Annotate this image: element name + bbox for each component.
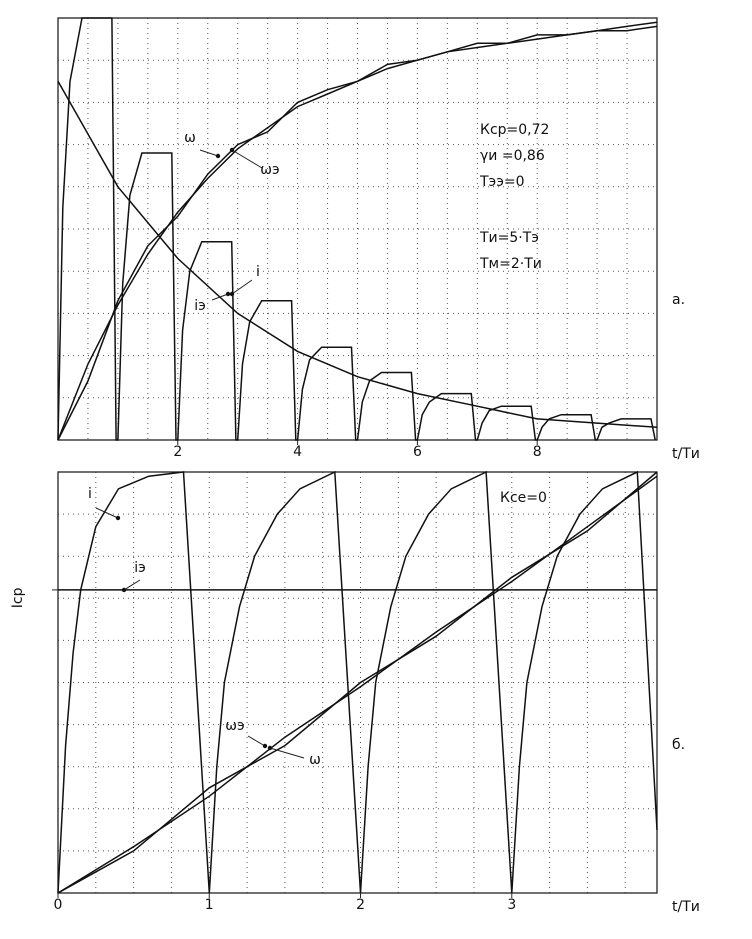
curve-label: iэ [134, 560, 146, 576]
curve-label: ωэ [260, 162, 279, 178]
x-tick-label: 3 [507, 897, 516, 913]
curve-label: i [256, 264, 260, 280]
leader-dot [229, 291, 235, 297]
parameter: Ти=5·Тэ [479, 230, 539, 246]
curve-label: ω [184, 130, 196, 146]
curve-label: ω [309, 752, 321, 768]
parameter: Тээ=0 [479, 174, 525, 190]
curve [57, 471, 658, 894]
leader-dot [115, 515, 121, 521]
x-tick-label: 2 [356, 897, 365, 913]
x-tick-label: 2 [173, 444, 182, 460]
curve-label: iэ [194, 298, 206, 314]
leader-dot [267, 745, 273, 751]
x-axis-label: t/Tи [672, 899, 700, 915]
plot-frame [57, 471, 658, 894]
parameter: Ксе=0 [500, 490, 547, 506]
x-tick-label: 0 [54, 897, 63, 913]
x-axis-label: t/Tи [672, 446, 700, 462]
x-tick-label: 4 [293, 444, 302, 460]
parameter: Тм=2·Ти [479, 256, 542, 272]
leader-dot [262, 743, 268, 749]
panel-label: б. [672, 737, 685, 753]
leader-line [269, 747, 305, 759]
curve [57, 17, 656, 441]
parameter: γи =0,86 [480, 148, 545, 164]
leader-line [211, 293, 229, 301]
leader-dot [215, 153, 221, 159]
curve-label: i [88, 486, 92, 502]
curve [57, 25, 658, 441]
leader-line [199, 149, 219, 157]
panel-label: а. [672, 292, 685, 308]
x-tick-label: 8 [533, 444, 542, 460]
leader-dot [229, 147, 235, 153]
y-tick-label: Iср [10, 587, 26, 608]
x-tick-label: 1 [205, 897, 214, 913]
leader-line [231, 279, 253, 295]
curve [57, 470, 658, 894]
curve-label: ωэ [225, 718, 244, 734]
leader-dot [121, 587, 127, 593]
x-tick-label: 6 [413, 444, 422, 460]
curve [57, 80, 658, 429]
leader-line [231, 149, 263, 169]
parameter: Кср=0,72 [480, 122, 549, 138]
leader-line [123, 579, 141, 591]
leader-line [95, 507, 119, 519]
leader-line [247, 735, 266, 747]
leader-dot [225, 291, 231, 297]
